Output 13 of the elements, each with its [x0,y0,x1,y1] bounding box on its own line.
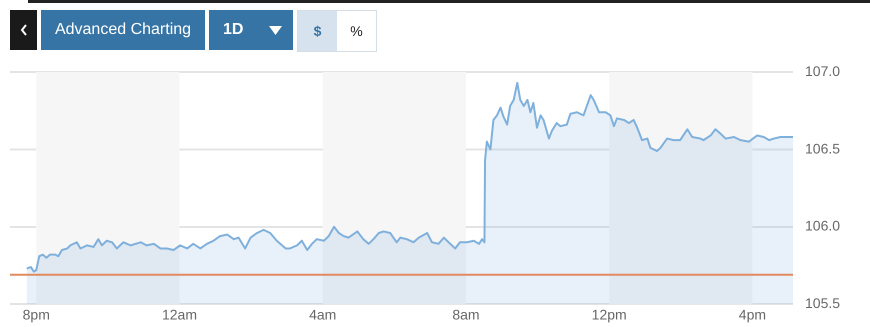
y-tick-label: 107.0 [805,62,840,79]
y-tick-label: 105.5 [805,295,840,312]
x-tick-label: 8am [452,306,480,322]
x-tick-label: 4pm [738,306,766,322]
y-tick-label: 106.0 [805,218,840,234]
range-dropdown: 1D [209,10,293,50]
x-tick-label: 8pm [22,306,50,322]
x-tick-label: 12am [162,306,198,322]
dollar-toggle: $ [298,11,337,51]
charting-button: Advanced Charting [41,10,205,50]
x-tick-label: 12pm [592,306,627,322]
x-tick-label: 4am [309,306,336,322]
y-tick-label: 106.5 [805,140,840,156]
